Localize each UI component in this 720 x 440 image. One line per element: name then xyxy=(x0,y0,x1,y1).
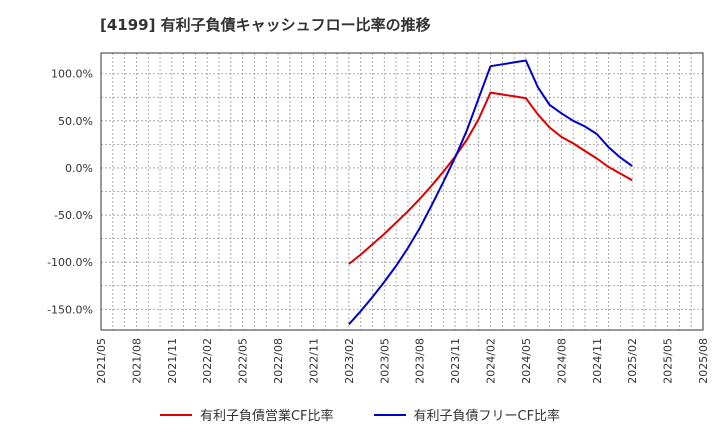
x-tick-label: 2023/05 xyxy=(378,338,391,384)
x-tick-label: 2025/02 xyxy=(626,338,639,384)
x-tick-label: 2022/11 xyxy=(307,338,320,384)
x-tick-label: 2021/05 xyxy=(95,338,108,384)
x-tick-label: 2022/08 xyxy=(272,338,285,384)
y-tick-label: 50.0% xyxy=(58,115,93,128)
x-tick-label: 2023/02 xyxy=(343,338,356,384)
x-tick-label: 2025/05 xyxy=(662,338,675,384)
x-tick-label: 2023/08 xyxy=(414,338,427,384)
y-tick-label: -100.0% xyxy=(47,256,93,269)
x-tick-label: 2023/11 xyxy=(449,338,462,384)
series-line-operating-cf xyxy=(348,91,633,265)
y-tick-label: -150.0% xyxy=(47,303,93,316)
legend-swatch-free-cf xyxy=(373,413,406,416)
x-tick-label: 2021/08 xyxy=(130,338,143,384)
x-tick-label: 2022/02 xyxy=(201,338,214,384)
y-tick-label: 0.0% xyxy=(65,162,93,175)
series-line-free-cf xyxy=(348,59,633,325)
x-tick-label: 2024/08 xyxy=(555,338,568,384)
legend-label-free-cf: 有利子負債フリーCF比率 xyxy=(413,409,561,424)
legend: 有利子負債営業CF比率 有利子負債フリーCF比率 xyxy=(0,405,720,424)
x-tick-label: 2025/08 xyxy=(697,338,710,384)
legend-item-operating-cf: 有利子負債営業CF比率 xyxy=(159,405,334,424)
x-tick-label: 2022/05 xyxy=(237,338,250,384)
plot-frame xyxy=(100,52,704,331)
legend-item-free-cf: 有利子負債フリーCF比率 xyxy=(373,405,561,424)
y-tick-label: 100.0% xyxy=(51,68,93,81)
x-tick-label: 2024/11 xyxy=(591,338,604,384)
legend-label-operating-cf: 有利子負債営業CF比率 xyxy=(199,409,334,424)
y-tick-label: -50.0% xyxy=(54,209,93,222)
legend-swatch-operating-cf xyxy=(159,413,192,416)
x-tick-label: 2021/11 xyxy=(166,338,179,384)
chart-title: [4199] 有利子負債キャッシュフロー比率の推移 xyxy=(100,16,431,34)
x-tick-label: 2024/05 xyxy=(520,338,533,384)
x-tick-label: 2024/02 xyxy=(485,338,498,384)
